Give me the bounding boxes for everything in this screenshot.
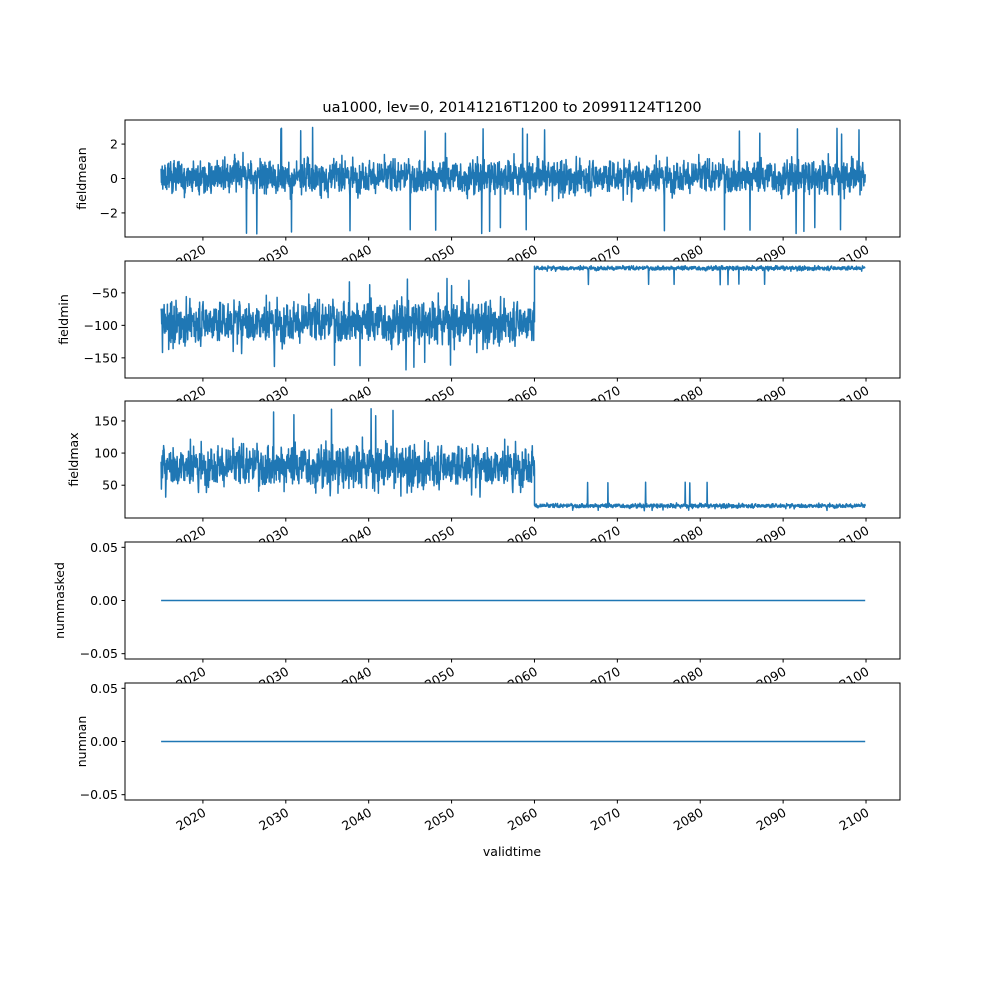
y-axis-label: fieldmin (56, 294, 71, 345)
y-tick-label: 0 (110, 171, 118, 186)
y-axis-label: fieldmean (74, 147, 89, 209)
series-line-fieldmax (160, 407, 866, 512)
x-tick-label: 2060 (505, 805, 540, 834)
y-tick-label: −0.05 (80, 787, 118, 802)
chart-title: ua1000, lev=0, 20141216T1200 to 20991124… (322, 100, 701, 116)
y-tick-label: 100 (94, 446, 118, 461)
y-axis-label: fieldmax (66, 432, 81, 486)
axes-frame (124, 400, 901, 519)
y-tick-label: 0.00 (90, 734, 118, 749)
y-tick-label: −50 (92, 285, 118, 300)
y-axis-label: numnan (74, 716, 89, 768)
y-tick-label: 0.00 (90, 593, 118, 608)
y-tick-label: 0.05 (90, 681, 118, 696)
y-tick-label: 50 (102, 478, 118, 493)
series-line-fieldmin (160, 264, 866, 371)
y-tick-label: −100 (84, 318, 118, 333)
y-tick-label: −2 (100, 205, 118, 220)
x-tick-label: 2070 (588, 805, 623, 834)
y-tick-label: 2 (110, 137, 118, 152)
x-tick-label: 2020 (173, 805, 208, 834)
y-tick-label: 150 (94, 413, 118, 428)
x-axis-label: validtime (483, 844, 541, 859)
x-tick-label: 2050 (422, 805, 457, 834)
y-axis-label: nummasked (52, 562, 67, 639)
subplot-numnan: −0.05 0.00 0.05 numnan 2020 2030 2040 2050 2060 2… (74, 681, 901, 834)
x-tick-label: 2030 (256, 805, 291, 834)
x-tick-label: 2080 (671, 805, 706, 834)
series-line-fieldmean (160, 126, 866, 235)
y-tick-label: −150 (84, 350, 118, 365)
axes-frame (124, 260, 901, 379)
x-tick-label: 2040 (339, 805, 374, 834)
x-tick-label: 2100 (836, 805, 871, 834)
y-tick-label: −0.05 (80, 646, 118, 661)
y-tick-label: 0.05 (90, 540, 118, 555)
x-tick-label: 2090 (754, 805, 789, 834)
